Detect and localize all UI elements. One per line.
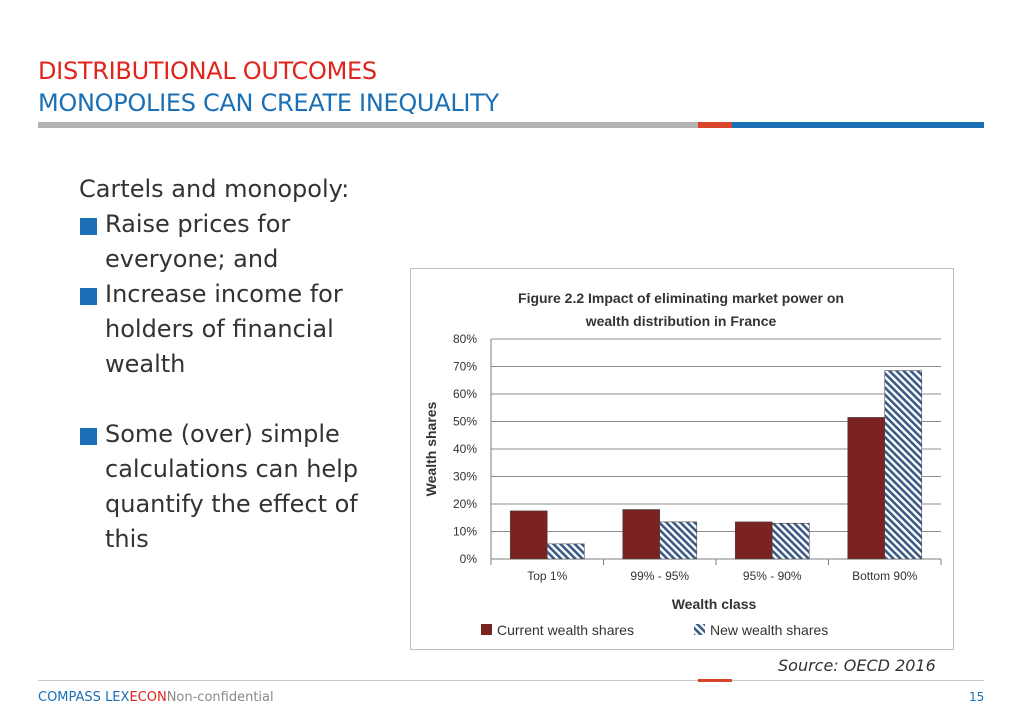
footer-rule-red [698, 679, 732, 682]
y-tick-label: 10% [453, 525, 477, 539]
y-tick-label: 40% [453, 442, 477, 456]
x-tick-label: Top 1% [527, 569, 567, 583]
brand-name-part1: COMPASS LEX [38, 690, 130, 705]
chart-grid [490, 338, 942, 565]
classification-label: Non-confidential [166, 690, 274, 705]
chart-title-line-2: wealth distribution in France [585, 313, 777, 329]
slide-subtitle: MONOPOLIES CAN CREATE INEQUALITY [38, 89, 499, 117]
bar-new [659, 521, 698, 560]
header-rule-grey [38, 122, 698, 128]
x-axis-label: Wealth class [672, 596, 757, 612]
bullet-text: Increase income for holders of financial… [105, 280, 343, 378]
footer: COMPASS LEXECONNon-confidential [38, 690, 274, 706]
bar-chart: Figure 2.2 Impact of eliminating market … [423, 290, 942, 638]
y-axis-label: Wealth shares [423, 401, 439, 496]
header-rule-blue [732, 122, 984, 128]
bar-current [622, 509, 661, 560]
x-tick-labels: Top 1% 99% - 95% 95% - 90% Bottom 90% [527, 569, 918, 583]
chart-bars [509, 370, 923, 560]
lead-text: Cartels and monopoly: [79, 175, 350, 203]
slide-title: DISTRIBUTIONAL OUTCOMES [38, 57, 377, 85]
y-tick-label: 30% [453, 470, 477, 484]
bullet-list: Raise prices for everyone; and Increase … [79, 207, 409, 557]
y-tick-label: 20% [453, 497, 477, 511]
footer-rule [732, 680, 984, 681]
bullet-item: Raise prices for everyone; and [79, 207, 409, 277]
bar-new [771, 522, 810, 560]
bullet-square-icon [80, 218, 97, 235]
x-tick-label: 99% - 95% [630, 569, 689, 583]
y-tick-label: 50% [453, 415, 477, 429]
brand-name-part2: ECON [129, 690, 167, 705]
bullet-square-icon [80, 428, 97, 445]
bar-current [847, 417, 886, 560]
bullet-item: Some (over) simple calculations can help… [79, 417, 409, 557]
bar-current [509, 510, 548, 560]
header-rule-red [698, 122, 732, 128]
chart-frame: Figure 2.2 Impact of eliminating market … [410, 268, 954, 650]
x-tick-label: Bottom 90% [852, 569, 918, 583]
bullet-item: Increase income for holders of financial… [79, 277, 409, 382]
chart-legend: Current wealth shares New wealth shares [481, 622, 828, 638]
legend-label: New wealth shares [710, 622, 828, 638]
y-tick-labels: 0% 10% 20% 30% 40% 50% 60% 70% 80% [453, 332, 477, 566]
bar-current [734, 521, 773, 560]
x-tick-label: 95% - 90% [743, 569, 802, 583]
bullet-text: Raise prices for everyone; and [105, 210, 291, 273]
bullet-text: Some (over) simple calculations can help… [105, 420, 359, 553]
body-text: Cartels and monopoly: Raise prices for e… [79, 172, 409, 557]
chart-title-line-1: Figure 2.2 Impact of eliminating market … [518, 290, 844, 306]
bar-new [884, 370, 923, 560]
page-number: 15 [969, 690, 985, 704]
bullet-square-icon [80, 288, 97, 305]
legend-label: Current wealth shares [497, 622, 634, 638]
y-tick-label: 70% [453, 360, 477, 374]
y-tick-label: 60% [453, 387, 477, 401]
legend-swatch [481, 624, 492, 635]
footer-rule [38, 680, 698, 681]
y-tick-label: 80% [453, 332, 477, 346]
bar-new [546, 543, 585, 560]
legend-swatch [694, 624, 705, 635]
y-tick-label: 0% [460, 552, 478, 566]
source-note: Source: OECD 2016 [778, 656, 936, 675]
